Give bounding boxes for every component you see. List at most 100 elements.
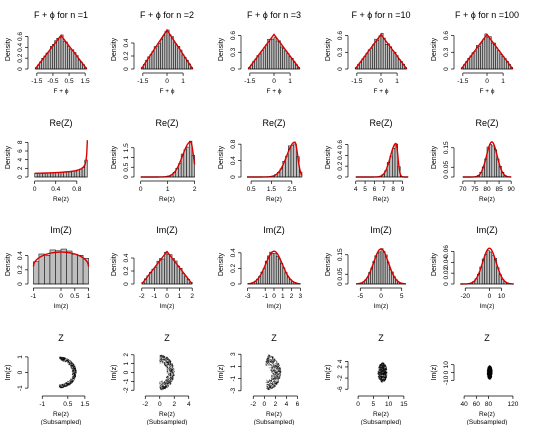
panel-title: F + ϕ for n =10 — [351, 10, 410, 20]
scatter-point — [173, 368, 175, 370]
scatter-point — [272, 385, 274, 387]
scatter-point — [488, 366, 490, 368]
y-axis-label: Im(z) — [218, 365, 225, 381]
y-axis-label: Im(z) — [111, 365, 118, 381]
y-tick-label: -3 — [230, 388, 237, 394]
scatter-point — [277, 378, 279, 380]
scatter-point — [171, 380, 173, 382]
scatter-point — [270, 385, 273, 387]
scatter-point — [381, 381, 383, 383]
histogram-bar — [380, 248, 384, 285]
scatter-point — [70, 379, 72, 381]
panel-title: Re(Z) — [50, 118, 73, 128]
y-tick-label: 4 — [337, 359, 344, 363]
scatter-point — [269, 359, 271, 362]
scatter-point — [64, 360, 66, 363]
histogram-bar — [480, 42, 483, 70]
scatter-point — [160, 381, 162, 383]
x-tick-label: 2 — [190, 293, 194, 300]
scatter-point — [62, 358, 64, 361]
scatter-point — [490, 368, 493, 371]
scatter-point — [171, 372, 174, 374]
x-tick-label: 1 — [395, 78, 399, 85]
scatter-point — [278, 369, 280, 371]
scatter-point — [70, 366, 72, 368]
histogram-bar — [162, 35, 166, 70]
scatter-point — [162, 384, 164, 386]
scatter-point — [272, 364, 274, 366]
y-axis-label: Density — [218, 145, 225, 169]
scatter-point — [272, 356, 274, 358]
x-tick-label: 1 — [281, 293, 285, 300]
scatter-point — [70, 378, 72, 380]
scatter-point — [167, 357, 169, 360]
x-axis-label: Re(z) — [159, 411, 175, 418]
scatter-point — [383, 375, 385, 377]
histogram-bar — [175, 44, 178, 70]
scatter-point — [274, 374, 276, 376]
scatter-point — [272, 368, 274, 370]
scatter-point — [279, 374, 281, 376]
scatter-point — [166, 363, 168, 365]
scatter-point — [170, 361, 172, 363]
scatter-point — [172, 364, 174, 366]
y-tick-label: 0 — [443, 175, 450, 179]
scatter-point — [487, 376, 489, 378]
scatter-point — [161, 384, 164, 386]
scatter-point — [268, 385, 271, 387]
scatter-point — [383, 377, 385, 379]
scatter-point — [271, 376, 273, 378]
histogram-bar — [486, 250, 490, 285]
density-curve — [460, 33, 514, 70]
scatter-point — [163, 383, 165, 385]
scatter-point — [272, 361, 275, 363]
scatter-point — [64, 357, 66, 359]
scatter-point — [67, 384, 69, 386]
x-tick-label: -1.5 — [244, 78, 256, 85]
scatter-point — [167, 386, 169, 388]
histogram-bar — [382, 37, 386, 70]
scatter-point — [488, 372, 490, 374]
histogram-bar — [186, 146, 190, 178]
scatter-point — [489, 369, 491, 371]
scatter-point — [273, 377, 275, 379]
scatter-point — [271, 372, 274, 374]
histogram-bar — [280, 262, 284, 285]
scatter-point — [381, 379, 383, 381]
x-tick-label: -1 — [30, 293, 36, 300]
scatter-point — [274, 380, 276, 382]
panel-3-2: Im(Z) 0 0.2 0.4 Density -2 -1 0 1 2 Im(z) — [111, 225, 194, 310]
histogram-bar — [378, 35, 382, 70]
x-axis-label: Re(z) — [373, 411, 389, 418]
histogram-bar — [42, 173, 46, 178]
scatter-point — [164, 364, 166, 366]
scatter-point — [267, 381, 270, 383]
scatter-point — [273, 366, 275, 368]
x-tick-label: -3 — [245, 293, 251, 300]
x-tick-label: 2 — [290, 293, 294, 300]
scatter-point — [164, 358, 166, 360]
histogram-bar — [47, 51, 51, 70]
scatter-point — [377, 372, 379, 374]
x-tick-label: 2 — [193, 186, 197, 193]
x-tick-label: 0 — [165, 293, 169, 300]
scatter-point — [280, 370, 282, 372]
scatter-point — [265, 381, 267, 383]
scatter-point — [381, 372, 383, 374]
scatter-point — [487, 372, 489, 374]
x-axis-label: Re(z) — [53, 411, 69, 418]
density-curve — [247, 250, 301, 285]
y-tick-label: -6 — [337, 386, 344, 392]
x-tick-label: 0.5 — [70, 293, 79, 300]
scatter-point — [490, 365, 492, 367]
y-axis-label: Im(z) — [5, 365, 12, 381]
scatter-point — [61, 359, 64, 361]
histogram-bar — [288, 56, 292, 70]
histogram-bar — [54, 40, 57, 70]
scatter-point — [270, 361, 272, 363]
histogram-bar — [173, 42, 176, 70]
scatter-point — [268, 379, 271, 381]
scatter-point — [268, 356, 270, 358]
